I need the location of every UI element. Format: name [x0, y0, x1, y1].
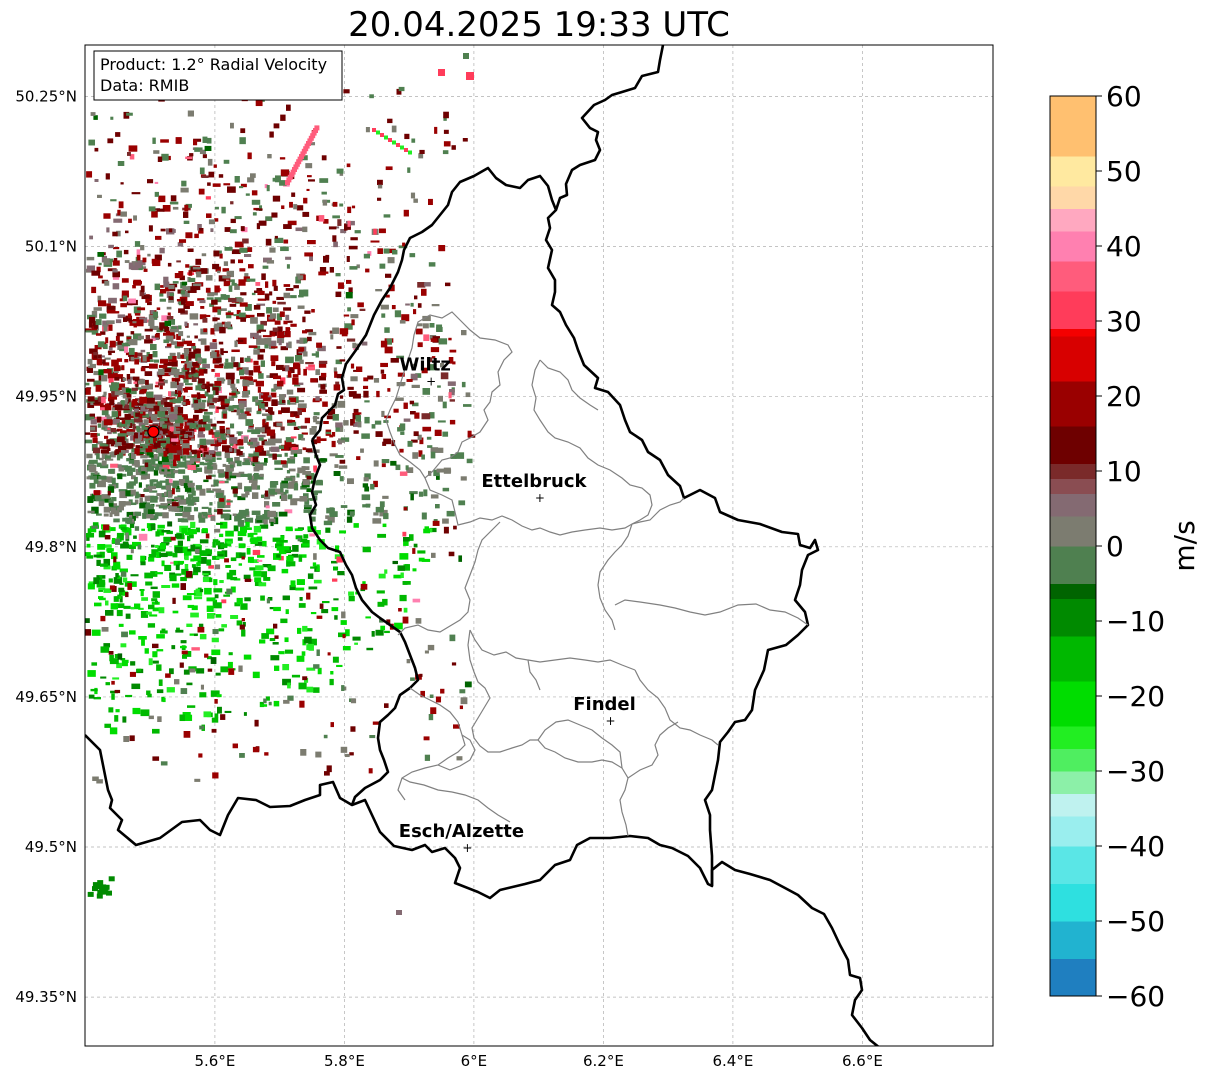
colorbar-band	[1050, 636, 1096, 682]
colorbar-band	[1050, 583, 1096, 599]
colorbar-tick-label: 0	[1106, 530, 1124, 563]
page-title: 20.04.2025 19:33 UTC	[348, 5, 730, 45]
colorbar-band	[1050, 598, 1096, 637]
lat-tick-label: 49.35°N	[15, 988, 77, 1006]
colorbar-band	[1050, 958, 1096, 997]
city-marker-icon: +	[605, 714, 615, 728]
colorbar-band	[1050, 748, 1096, 772]
colorbar-band	[1050, 726, 1096, 749]
colorbar-tick-label: −50	[1106, 905, 1165, 938]
lat-tick-label: 50.1°N	[25, 238, 77, 256]
colorbar-tick-label: 60	[1106, 80, 1142, 113]
colorbar-band	[1050, 846, 1096, 884]
colorbar-band	[1050, 426, 1096, 464]
colorbar-band	[1050, 546, 1096, 584]
lon-tick-label: 6°E	[461, 1052, 488, 1070]
colorbar-tick-label: −30	[1106, 755, 1165, 788]
colorbar-tick-label: 10	[1106, 455, 1142, 488]
city-ettelbruck: +Ettelbruck	[481, 471, 587, 505]
lon-tick-label: 6.4°E	[712, 1052, 753, 1070]
colorbar-band	[1050, 186, 1096, 209]
lat-tick-label: 49.65°N	[15, 688, 77, 706]
colorbar-band	[1050, 261, 1096, 292]
colorbar-band	[1050, 681, 1096, 727]
colorbar-band	[1050, 208, 1096, 232]
colorbar-band	[1050, 381, 1096, 427]
colorbar-band	[1050, 156, 1096, 187]
colorbar-tick-label: −40	[1106, 830, 1165, 863]
city-label: Esch/Alzette	[399, 821, 524, 842]
colorbar-band	[1050, 771, 1096, 794]
lon-tick-label: 6.6°E	[842, 1052, 883, 1070]
country-borders	[85, 45, 880, 1046]
city-wiltz: +Wiltz	[400, 355, 451, 389]
info-box: Product: 1.2° Radial Velocity Data: RMIB	[93, 50, 343, 101]
lon-tick-label: 5.6°E	[194, 1052, 235, 1070]
colorbar-tick-label: 50	[1106, 155, 1142, 188]
lat-tick-label: 49.8°N	[25, 538, 77, 556]
city-label: Ettelbruck	[481, 471, 587, 492]
colorbar-band	[1050, 328, 1096, 337]
city-label: Wiltz	[400, 355, 451, 376]
colorbar-tick-label: −20	[1106, 680, 1165, 713]
info-product-text: Product: 1.2° Radial Velocity	[100, 55, 327, 74]
colorbar-tick-label: 40	[1106, 230, 1142, 263]
colorbar-band	[1050, 516, 1096, 547]
colorbar-tick-label: 30	[1106, 305, 1142, 338]
info-data-text: Data: RMIB	[100, 76, 189, 95]
city-findel: +Findel	[573, 694, 636, 728]
colorbar-band	[1050, 493, 1096, 517]
colorbar: 60 50 40 30 20 10 0 −10 −20 −30 −40 −50 −60 m/s	[1049, 80, 1201, 1013]
colorbar-band	[1050, 463, 1096, 479]
city-marker-icon: +	[462, 841, 472, 855]
city-eschalzette: +Esch/Alzette	[399, 821, 524, 855]
lat-tick-label: 49.5°N	[25, 838, 77, 856]
city-label: Findel	[573, 694, 636, 715]
axis-tick-labels: 5.6°E 5.8°E 6°E 6.2°E 6.4°E 6.6°E 50.25°N 50.1°…	[15, 88, 882, 1071]
colorbar-band	[1050, 231, 1096, 262]
colorbar-band	[1050, 336, 1096, 382]
colorbar-band	[1050, 96, 1096, 157]
lon-tick-label: 6.2°E	[583, 1052, 624, 1070]
city-marker-icon: +	[426, 375, 436, 389]
colorbar-band	[1050, 921, 1096, 959]
colorbar-band	[1050, 816, 1096, 847]
colorbar-tick-label: 20	[1106, 380, 1142, 413]
lon-tick-label: 5.8°E	[324, 1052, 365, 1070]
radar-site-marker	[147, 425, 160, 438]
colorbar-band	[1050, 478, 1096, 494]
plot-frame	[84, 44, 994, 1047]
city-marker-icon: +	[535, 491, 545, 505]
colorbar-unit-label: m/s	[1168, 520, 1201, 571]
colorbar-band	[1050, 793, 1096, 817]
colorbar-band	[1050, 291, 1096, 329]
lat-tick-label: 49.95°N	[15, 388, 77, 406]
colorbar-tick-label: −60	[1106, 980, 1165, 1013]
colorbar-tick-label: −10	[1106, 605, 1165, 638]
city-markers: +Wiltz+Ettelbruck+Findel+Esch/Alzette	[399, 355, 636, 855]
colorbar-band	[1050, 883, 1096, 922]
lat-tick-label: 50.25°N	[15, 88, 77, 106]
district-borders	[385, 311, 809, 837]
